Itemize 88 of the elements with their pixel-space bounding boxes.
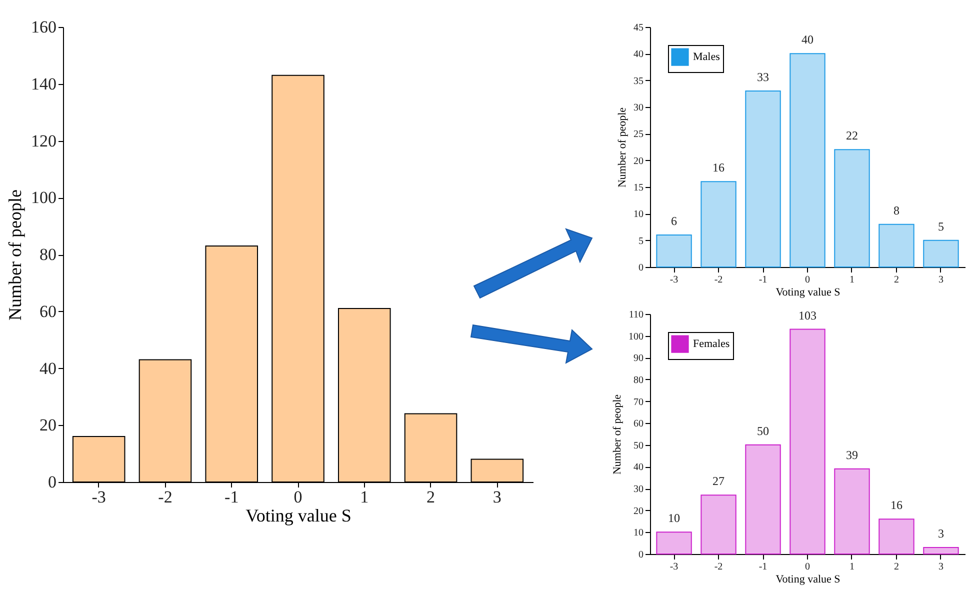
data-label: 22 <box>846 128 858 143</box>
legend-label: Females <box>693 338 730 350</box>
y-tick-label: 90 <box>634 353 644 364</box>
x-tick-label: 3 <box>938 274 944 286</box>
x-tick-label: 0 <box>805 562 810 572</box>
x-tick-label: -2 <box>158 488 172 506</box>
bar <box>878 518 914 554</box>
y-tick-label: 120 <box>31 131 56 150</box>
x-tick-label: 3 <box>492 488 502 506</box>
bar <box>745 90 781 268</box>
x-axis-title: Voting value S <box>776 574 840 586</box>
x-tick-label: -3 <box>670 274 678 286</box>
x-tick-label: 2 <box>426 488 436 506</box>
y-tick-label: 80 <box>40 245 56 264</box>
bar <box>923 546 959 554</box>
y-axis-title: Number of people <box>5 190 25 320</box>
data-label: 50 <box>757 424 770 438</box>
x-tick-label: 2 <box>894 562 899 572</box>
x-tick-label: -3 <box>92 488 106 506</box>
y-tick-label: 45 <box>634 22 644 34</box>
data-label: 16 <box>890 498 902 512</box>
y-tick-label: 10 <box>634 528 644 539</box>
x-axis-title: Voting value S <box>246 506 352 526</box>
y-axis-title: Number of people <box>616 107 628 188</box>
y-tick-label: 60 <box>634 418 644 430</box>
y-tick-label: 15 <box>634 182 644 194</box>
x-axis-title: Voting value S <box>776 286 840 298</box>
x-tick-label: 3 <box>938 562 944 572</box>
y-tick-label: 160 <box>31 18 56 36</box>
bar <box>834 149 870 268</box>
y-tick-label: 20 <box>634 156 644 167</box>
y-tick-label: 5 <box>638 236 644 247</box>
bar <box>790 328 826 554</box>
y-tick-label: 40 <box>40 358 56 378</box>
x-tick-label: -3 <box>670 562 678 572</box>
bar <box>923 240 959 268</box>
y-tick-label: 35 <box>634 76 644 87</box>
y-tick-label: 25 <box>634 129 644 140</box>
x-tick-label: 2 <box>894 274 899 286</box>
y-tick-label: 30 <box>634 484 644 496</box>
y-tick-label: 100 <box>31 188 56 208</box>
y-tick-label: 80 <box>634 374 644 386</box>
y-axis-title: Number of people <box>612 394 624 475</box>
bar <box>656 234 692 268</box>
data-label: 6 <box>671 214 678 228</box>
x-tick-label: 0 <box>294 488 302 506</box>
data-label: 16 <box>712 160 725 175</box>
data-label: 103 <box>798 308 816 322</box>
data-label: 10 <box>668 511 680 526</box>
x-tick-label: -2 <box>714 274 723 286</box>
bar <box>700 494 736 554</box>
data-label: 8 <box>893 203 900 218</box>
y-tick-label: 0 <box>48 472 56 492</box>
x-tick-label: -2 <box>714 562 723 572</box>
data-label: 5 <box>938 219 944 234</box>
y-tick-label: 60 <box>40 302 56 321</box>
bar <box>834 468 870 554</box>
y-tick-label: 40 <box>634 49 644 60</box>
data-label: 33 <box>757 70 770 84</box>
y-tick-label: 140 <box>31 74 56 94</box>
data-label: 40 <box>802 32 814 47</box>
y-tick-label: 10 <box>634 209 644 220</box>
y-tick-label: 100 <box>628 331 644 342</box>
y-tick-label: 20 <box>40 416 56 435</box>
y-tick-label: 110 <box>628 310 644 320</box>
data-label: 3 <box>938 526 944 540</box>
y-tick-label: 0 <box>638 550 644 560</box>
y-tick-label: 0 <box>638 262 644 274</box>
y-tick-label: 70 <box>634 396 644 408</box>
bar <box>878 224 914 268</box>
y-tick-label: 40 <box>634 462 644 474</box>
legend-label: Males <box>693 51 720 63</box>
data-label: 27 <box>712 474 725 488</box>
bar <box>700 181 736 268</box>
y-tick-label: 20 <box>634 506 644 517</box>
y-tick-label: 30 <box>634 102 644 114</box>
y-tick-label: 50 <box>634 440 644 452</box>
bar <box>745 444 781 554</box>
x-tick-label: 1 <box>360 488 369 506</box>
bar <box>656 532 692 554</box>
x-tick-label: -1 <box>758 274 768 286</box>
x-tick-label: -1 <box>224 488 239 506</box>
x-tick-label: 0 <box>805 274 810 286</box>
x-tick-label: -1 <box>758 562 768 572</box>
x-tick-label: 1 <box>849 562 854 572</box>
bar <box>790 53 826 268</box>
x-tick-label: 1 <box>849 274 854 286</box>
data-label: 39 <box>846 448 858 462</box>
